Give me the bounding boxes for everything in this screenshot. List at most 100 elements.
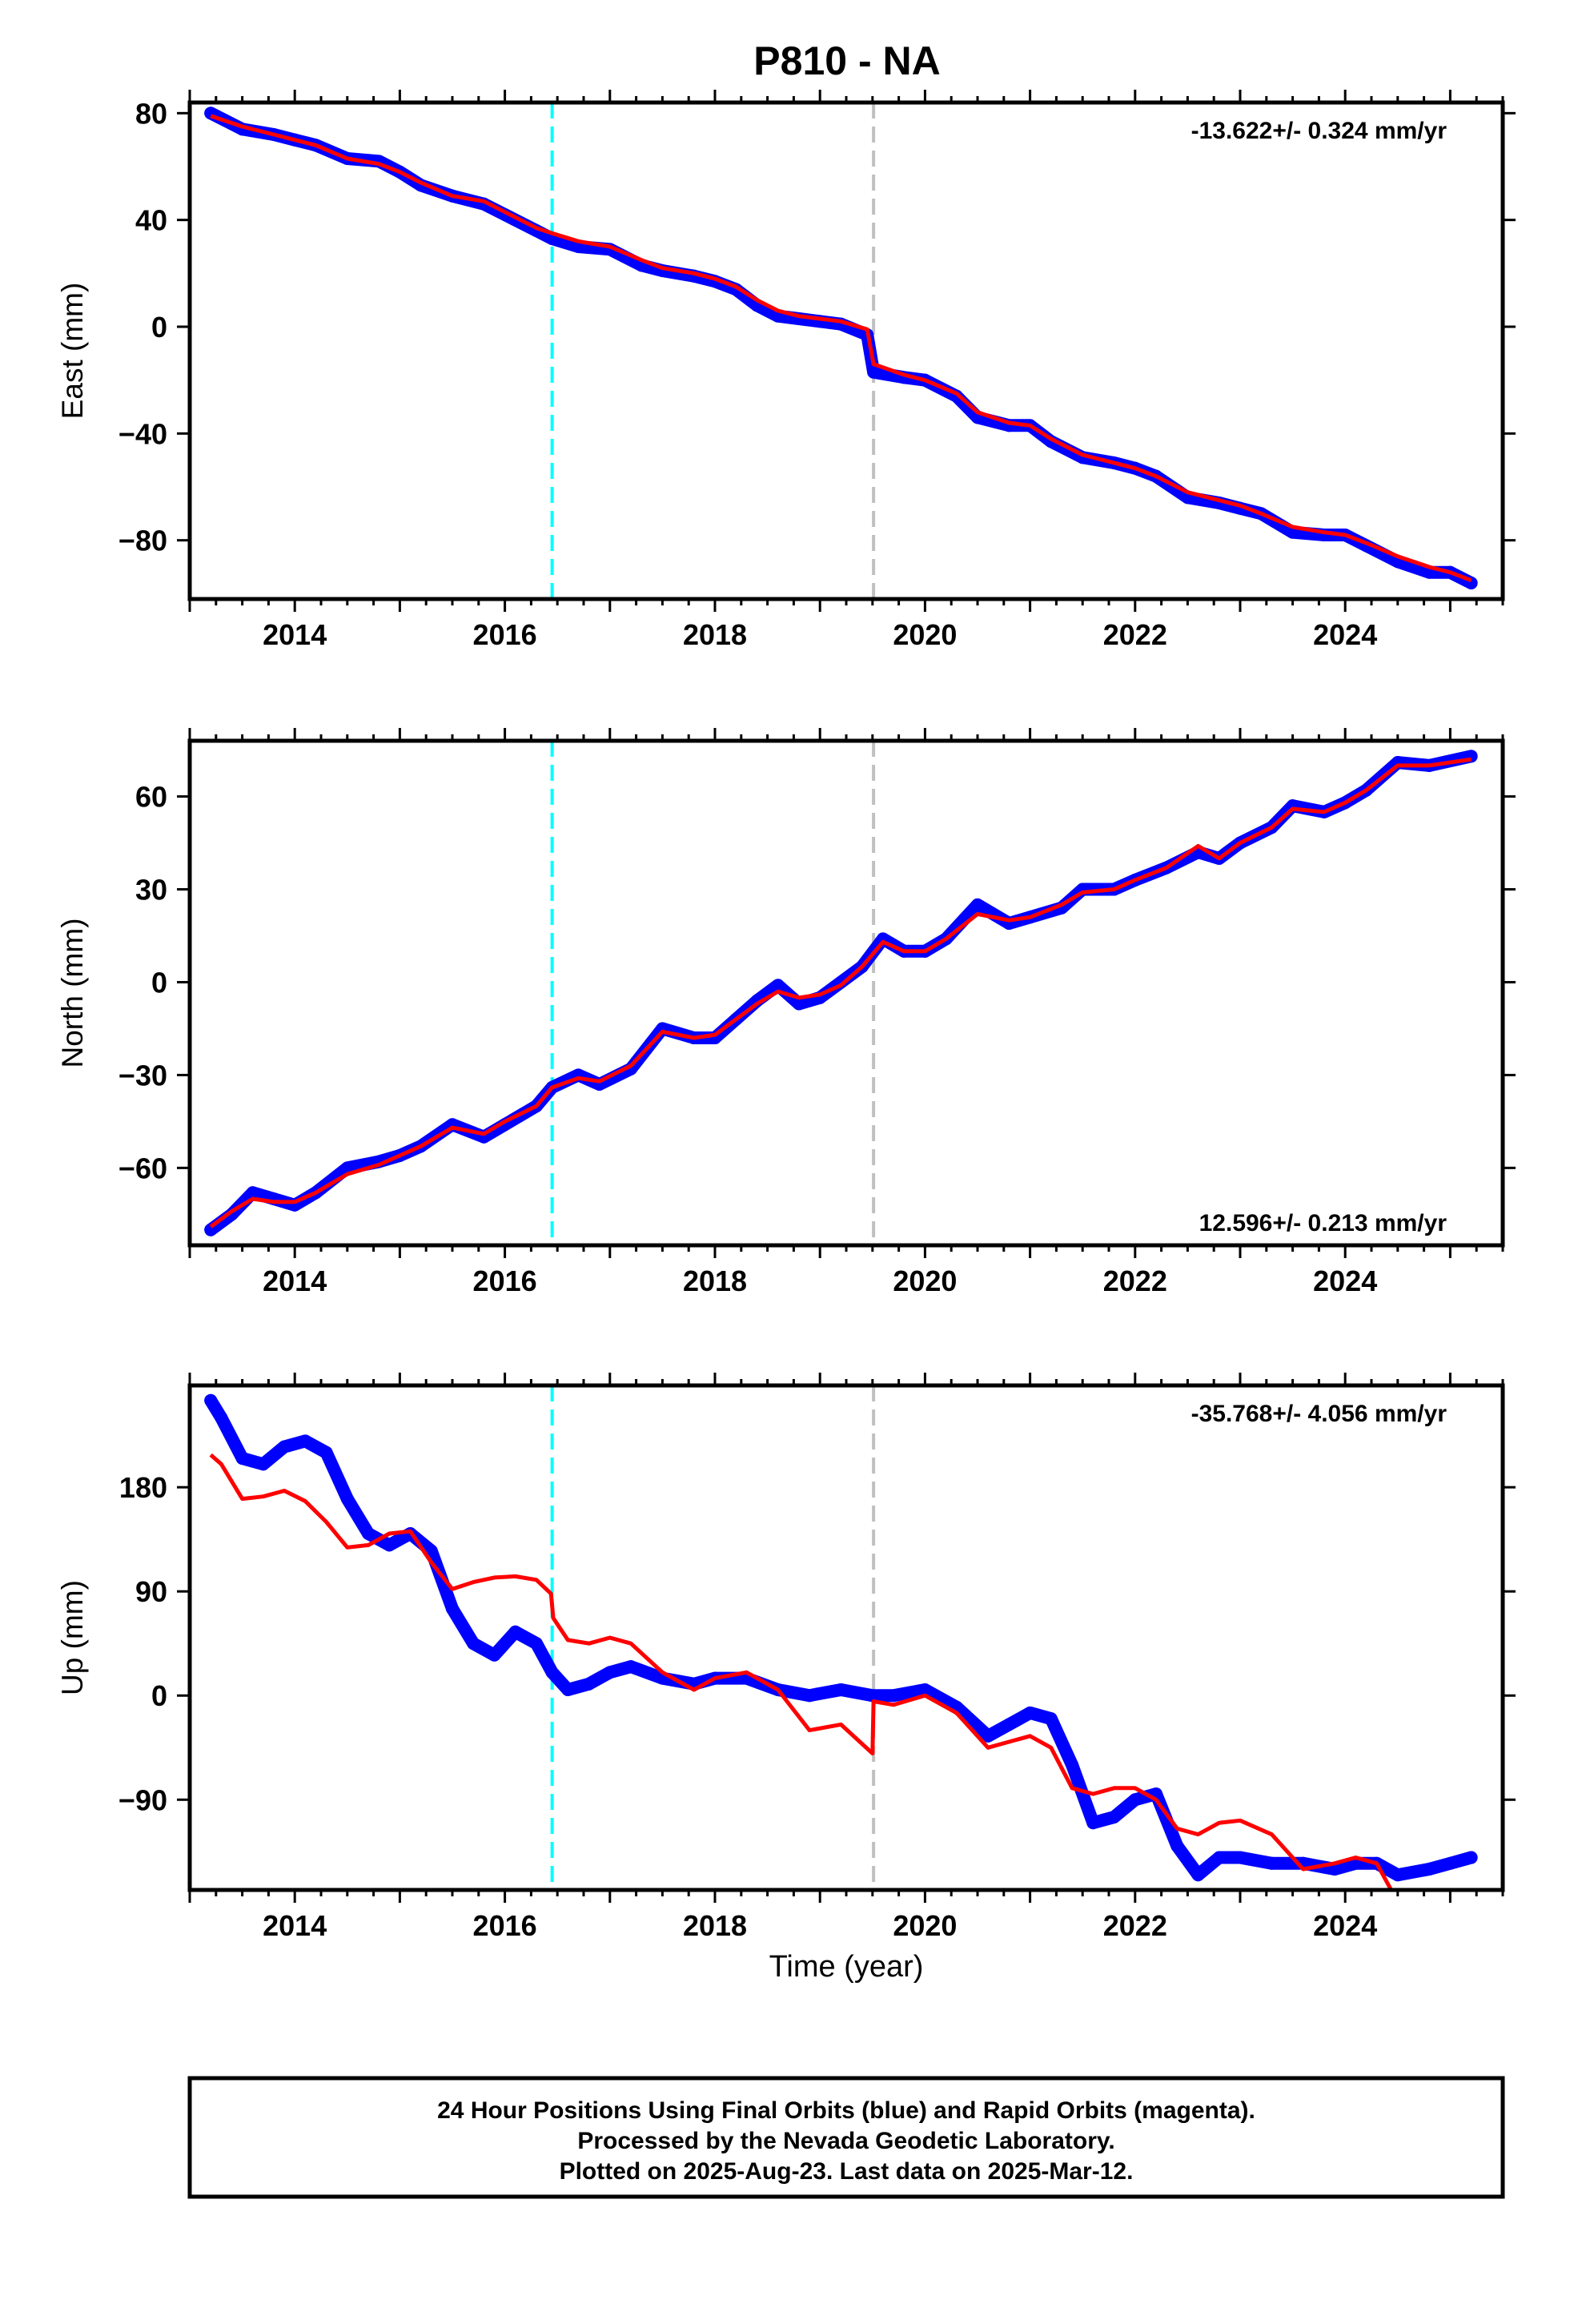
data-east bbox=[204, 107, 1478, 589]
model-curve-up bbox=[209, 1453, 1394, 1890]
y-tick-label: 90 bbox=[135, 1575, 167, 1608]
observed-point bbox=[1107, 1810, 1121, 1823]
observed-point bbox=[235, 1452, 249, 1466]
observed-point bbox=[1128, 1793, 1142, 1807]
x-tick-label: 2024 bbox=[1313, 618, 1377, 651]
x-tick-label: 2016 bbox=[473, 1265, 537, 1297]
observed-point bbox=[561, 1683, 575, 1697]
observed-point bbox=[529, 1637, 543, 1651]
observed-point bbox=[488, 1648, 501, 1662]
y-tick-label: 0 bbox=[151, 311, 167, 344]
observed-point bbox=[362, 1526, 375, 1540]
footer-line-2: Processed by the Nevada Geodetic Laborat… bbox=[577, 2128, 1114, 2154]
observed-point bbox=[340, 1492, 354, 1506]
observed-point bbox=[834, 1683, 848, 1697]
observed-point bbox=[771, 979, 785, 992]
observed-point bbox=[865, 1689, 879, 1703]
observed-point bbox=[278, 1440, 291, 1454]
observed-point bbox=[582, 1677, 596, 1691]
observed-point bbox=[1464, 1851, 1478, 1864]
observed-point bbox=[1002, 1718, 1016, 1731]
x-tick-label: 2014 bbox=[263, 1265, 327, 1297]
observed-point bbox=[215, 1411, 228, 1425]
observed-point bbox=[1234, 1851, 1247, 1864]
y-tick-label: 180 bbox=[119, 1471, 167, 1504]
chart-title: P810 - NA bbox=[753, 38, 940, 83]
observed-point bbox=[971, 898, 984, 911]
observed-point bbox=[545, 1666, 559, 1679]
observed-point bbox=[1023, 1706, 1037, 1719]
observed-point bbox=[887, 1689, 901, 1703]
panel-east: 2014 2016 2018 2020 2022 2024 80 40 0 −40 −80 East … bbox=[56, 90, 1516, 651]
x-tick-label: 2016 bbox=[473, 1909, 537, 1942]
x-tick-label: 2016 bbox=[473, 618, 537, 651]
observed-point bbox=[1443, 1856, 1457, 1870]
panel-north: 2014 2016 2018 2020 2022 2024 60 30 0 −30 −60 North… bbox=[56, 728, 1516, 1297]
observed-point bbox=[982, 1729, 995, 1743]
x-tick-label: 2018 bbox=[683, 1265, 747, 1297]
x-tick-label: 2024 bbox=[1313, 1265, 1377, 1297]
y-tick-label: 60 bbox=[135, 781, 167, 814]
observed-point bbox=[1066, 1758, 1079, 1771]
y-axis-label-up: Up (mm) bbox=[56, 1580, 89, 1695]
observed-point bbox=[624, 1660, 638, 1674]
panel-up: 2014 2016 2018 2020 2022 2024 180 90 0 −90 Up (mm)… bbox=[56, 1373, 1516, 1984]
data-north bbox=[204, 750, 1478, 1236]
observed-point bbox=[1265, 1856, 1279, 1870]
observed-point bbox=[508, 1625, 522, 1638]
model-curve-north bbox=[209, 757, 1472, 1228]
x-tick-label: 2022 bbox=[1103, 1265, 1167, 1297]
observed-point bbox=[446, 1602, 459, 1615]
x-tick-label: 2020 bbox=[893, 1909, 957, 1942]
x-tick-label: 2024 bbox=[1313, 1909, 1377, 1942]
x-tick-label: 2018 bbox=[683, 1909, 747, 1942]
rate-annotation-north: 12.596+/- 0.213 mm/yr bbox=[1199, 1210, 1447, 1236]
plot-frame-east bbox=[187, 100, 1505, 601]
y-tick-label: −80 bbox=[118, 525, 167, 557]
y-tick-label: 40 bbox=[135, 204, 167, 237]
x-tick-label: 2020 bbox=[893, 618, 957, 651]
observed-point bbox=[383, 1538, 396, 1552]
y-tick-label: 30 bbox=[135, 874, 167, 907]
observed-point bbox=[803, 1689, 817, 1703]
x-tick-label: 2018 bbox=[683, 618, 747, 651]
y-tick-label: −90 bbox=[118, 1783, 167, 1816]
observed-point bbox=[603, 1666, 616, 1679]
rate-annotation-east: -13.622+/- 0.324 mm/yr bbox=[1191, 118, 1447, 144]
observed-point bbox=[1212, 1851, 1226, 1864]
y-tick-label: −30 bbox=[118, 1059, 167, 1092]
y-tick-label: 80 bbox=[135, 97, 167, 130]
observed-band-up bbox=[204, 1393, 1478, 1882]
observed-point bbox=[792, 997, 805, 1011]
observed-point bbox=[299, 1434, 312, 1448]
y-tick-label: −60 bbox=[118, 1152, 167, 1184]
data-up bbox=[204, 1393, 1478, 1890]
observed-point bbox=[1044, 1712, 1058, 1726]
rate-annotation-up: -35.768+/- 4.056 mm/yr bbox=[1191, 1401, 1447, 1427]
observed-point bbox=[1391, 1868, 1404, 1882]
observed-point bbox=[867, 365, 881, 379]
observed-band-east bbox=[204, 107, 1478, 589]
x-tick-label: 2014 bbox=[263, 618, 327, 651]
plot-frame-north bbox=[187, 738, 1505, 1248]
observed-point bbox=[467, 1637, 480, 1651]
footer-line-1: 24 Hour Positions Using Final Orbits (bl… bbox=[437, 2097, 1255, 2124]
x-tick-label: 2014 bbox=[263, 1909, 327, 1942]
y-axis-label-north: North (mm) bbox=[56, 918, 89, 1068]
observed-point bbox=[1191, 1868, 1205, 1882]
observed-point bbox=[246, 1186, 259, 1200]
footer-box: 24 Hour Positions Using Final Orbits (bl… bbox=[187, 2076, 1505, 2199]
observed-point bbox=[424, 1544, 438, 1558]
model-curve-east bbox=[210, 114, 1472, 583]
footer-line-3: Plotted on 2025-Aug-23. Last data on 202… bbox=[560, 2158, 1134, 2185]
x-tick-label: 2020 bbox=[893, 1265, 957, 1297]
observed-point bbox=[319, 1445, 333, 1459]
y-tick-label: 0 bbox=[151, 966, 167, 999]
observed-point bbox=[256, 1458, 270, 1471]
x-tick-label: 2022 bbox=[1103, 618, 1167, 651]
x-tick-label: 2022 bbox=[1103, 1909, 1167, 1942]
y-tick-label: 0 bbox=[151, 1679, 167, 1712]
x-axis-label: Time (year) bbox=[769, 1950, 924, 1984]
observed-point bbox=[918, 1683, 932, 1697]
